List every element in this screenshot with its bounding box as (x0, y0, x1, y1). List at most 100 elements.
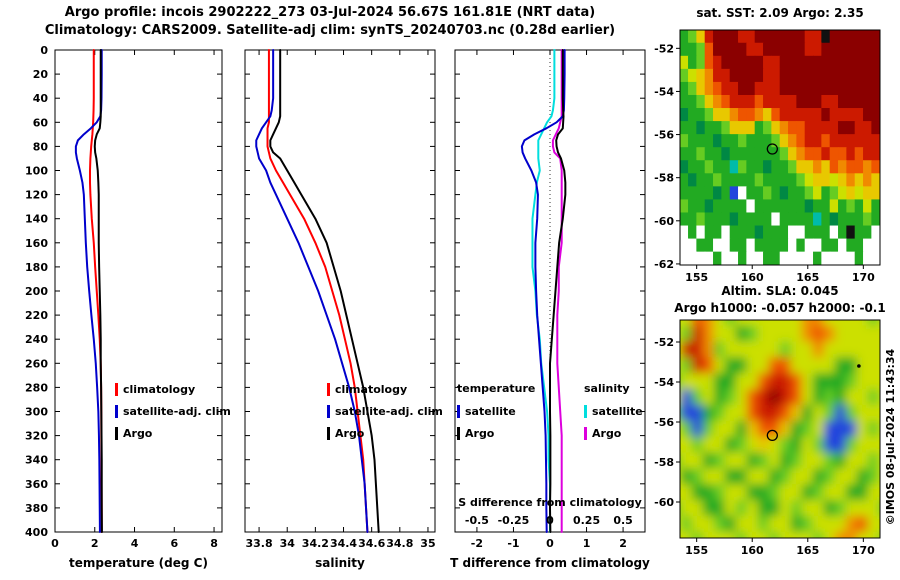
x-tick-label: 1 (583, 537, 591, 550)
map-cell (804, 160, 814, 174)
map-cell (713, 134, 722, 148)
map-cell (801, 484, 814, 501)
map-cell (863, 29, 872, 44)
sst_map (676, 29, 881, 269)
map-cell (779, 515, 792, 533)
map-cell (863, 212, 872, 227)
map-cell (838, 147, 847, 161)
x-tick-label: 4 (131, 537, 139, 550)
map-cell (713, 94, 722, 109)
map-cell (834, 357, 847, 374)
map-cell (763, 55, 772, 70)
map-cell (854, 160, 864, 174)
map-cell (856, 500, 869, 517)
map-cell (713, 436, 726, 454)
map-cell (838, 29, 847, 44)
map-cell (813, 134, 822, 148)
map-cell (746, 68, 756, 83)
map-cell (696, 147, 706, 161)
map-cell (779, 134, 789, 148)
map-cell (863, 238, 872, 253)
map-cell (821, 55, 831, 70)
map-cell (735, 420, 748, 438)
map-cell (821, 186, 831, 201)
map-y-tick-label: -58 (654, 172, 674, 185)
map-cell (812, 357, 825, 374)
map-cell (768, 468, 781, 485)
map-cell (856, 515, 869, 533)
map-cell (757, 452, 770, 469)
depth-tick-label: 120 (25, 189, 48, 202)
map-cell (696, 251, 706, 266)
depth-tick-label: 20 (33, 68, 49, 81)
sla_map (676, 319, 881, 542)
map-cell (746, 81, 756, 96)
map-cell (823, 404, 836, 422)
map-cell (856, 357, 869, 374)
map-cell (738, 160, 747, 174)
profile-line-difference-sal_satellite (531, 49, 556, 533)
map-cell (738, 199, 747, 214)
map-cell (754, 68, 764, 83)
map-cell (779, 186, 789, 201)
map-cell (845, 320, 858, 327)
map-cell (746, 42, 756, 57)
map-cell (713, 404, 726, 422)
map-cell (829, 199, 839, 214)
map-cell (763, 186, 772, 201)
map-cell (829, 68, 839, 83)
map-cell (746, 373, 759, 390)
map-cell (846, 121, 856, 135)
map-cell (771, 251, 781, 266)
map-cell (856, 436, 869, 454)
map-cell (788, 160, 797, 174)
map-cell (845, 357, 858, 374)
map-cell (680, 325, 693, 343)
legend-item-satellite: satellite-adj. clim (115, 404, 231, 418)
map-cell (812, 389, 825, 406)
map-cell (779, 320, 792, 327)
map-cell (729, 81, 739, 96)
map-cell (688, 212, 697, 227)
sla-map-title-line2: Argo h1000: -0.057 h2000: -0.1 (674, 301, 886, 315)
map-cell (679, 29, 689, 44)
map-cell (771, 29, 781, 44)
map-cell (834, 484, 847, 501)
map-cell (829, 55, 839, 70)
map-cell (688, 225, 697, 240)
map-cell (754, 42, 764, 57)
map-cell (696, 55, 706, 70)
map-cell (878, 404, 880, 422)
map-cell (704, 108, 714, 122)
map-cell (738, 147, 747, 161)
map-cell (779, 173, 789, 187)
map-x-tick-label: 160 (741, 544, 764, 557)
profile-line-temperature-satellite (74, 49, 103, 533)
map-cell (713, 55, 722, 70)
map-cell (724, 325, 737, 343)
map-cell (829, 29, 839, 44)
map-cell (863, 147, 872, 161)
map-cell (763, 121, 772, 135)
map-cell (738, 29, 747, 44)
map-cell (812, 531, 825, 538)
map-cell (804, 173, 814, 187)
map-cell (729, 186, 739, 201)
map-cell (763, 108, 772, 122)
map-cell (702, 357, 715, 374)
map-cell (713, 420, 726, 438)
map-cell (704, 55, 714, 70)
map-cell (801, 389, 814, 406)
map-cell (821, 42, 831, 57)
map-cell (788, 108, 797, 122)
legend-item-t-argo: Argo (457, 426, 535, 440)
map-cell (845, 404, 858, 422)
figure-title-line2: Climatology: CARS2009. Satellite-adj cli… (44, 23, 616, 38)
map-cell (680, 531, 682, 538)
map-cell (867, 515, 880, 533)
map-cell (691, 420, 704, 438)
map-cell (796, 68, 806, 83)
map-cell (702, 436, 715, 454)
map-cell (738, 42, 747, 57)
map-cell (754, 108, 764, 122)
